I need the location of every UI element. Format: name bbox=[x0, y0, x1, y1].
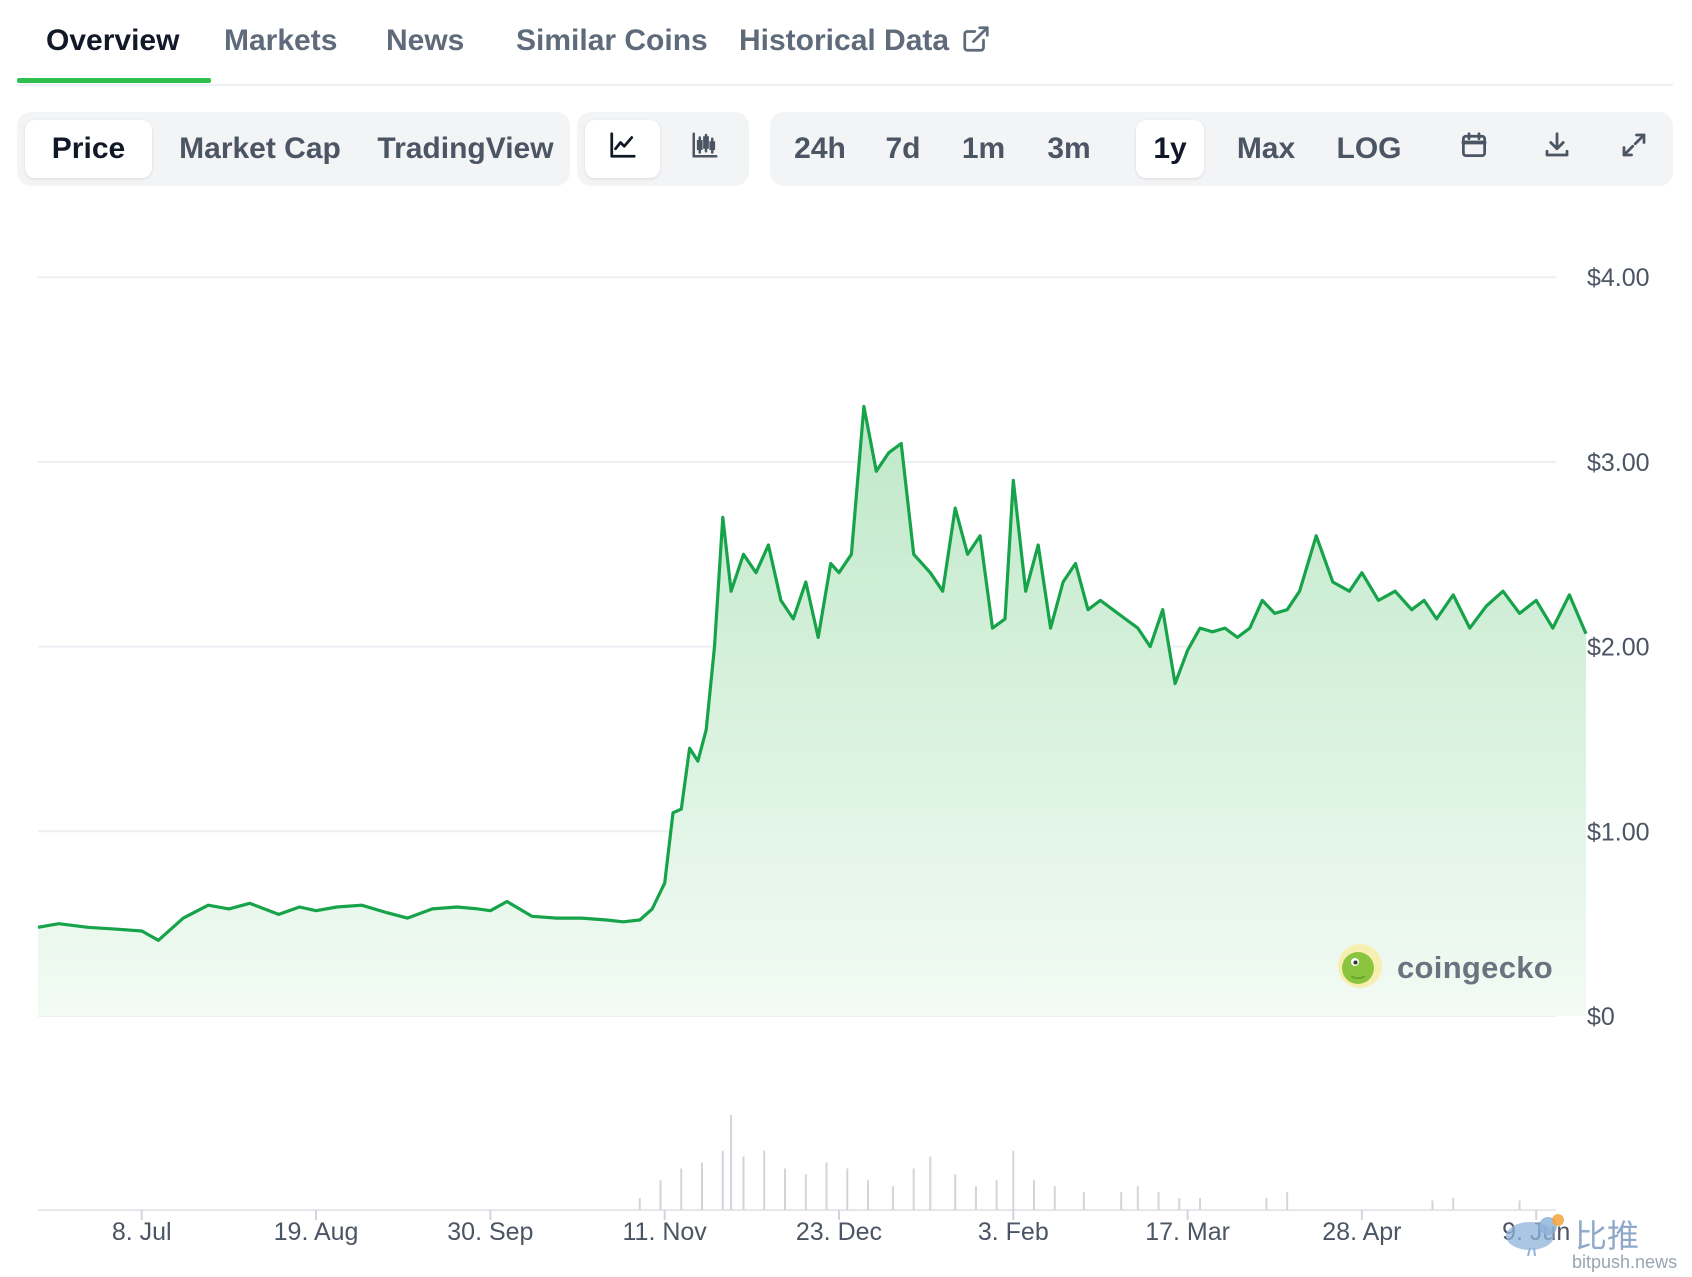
volume-bar bbox=[1178, 1198, 1181, 1210]
tradingview-tab-button[interactable]: TradingView bbox=[377, 132, 554, 165]
volume-bar bbox=[730, 1115, 733, 1210]
tab-historical-data[interactable]: Historical Data bbox=[739, 24, 991, 64]
tab-overview[interactable]: Overview bbox=[46, 24, 180, 57]
y-tick-label: $4.00 bbox=[1587, 264, 1650, 292]
volume-bar bbox=[1120, 1192, 1123, 1210]
tab-similar-coins[interactable]: Similar Coins bbox=[516, 24, 708, 57]
log-scale-button[interactable]: LOG bbox=[1336, 132, 1402, 165]
download-icon bbox=[1542, 130, 1572, 168]
volume-bar bbox=[954, 1174, 957, 1210]
metric-toggle-group: Price Market Cap TradingView bbox=[17, 112, 570, 186]
volume-bar bbox=[721, 1150, 724, 1210]
volume-bar bbox=[742, 1156, 745, 1210]
x-tick-label: 28. Apr bbox=[1322, 1218, 1401, 1246]
external-link-icon bbox=[961, 24, 991, 62]
volume-bar bbox=[1452, 1198, 1455, 1210]
volume-bar bbox=[701, 1162, 704, 1210]
x-tick-label: 3. Feb bbox=[978, 1218, 1049, 1246]
volume-bar bbox=[846, 1168, 849, 1210]
y-tick-label: $2.00 bbox=[1587, 634, 1650, 662]
volume-bar bbox=[804, 1174, 807, 1210]
y-tick-label: $0 bbox=[1587, 1003, 1615, 1031]
volume-bar bbox=[659, 1180, 662, 1210]
y-axis-labels: $0 $1.00 $2.00 $3.00 $4.00 bbox=[1587, 264, 1650, 1031]
x-tick-label: 8. Jul bbox=[112, 1218, 172, 1246]
volume-bar bbox=[891, 1186, 894, 1210]
y-tick-label: $1.00 bbox=[1587, 818, 1650, 846]
volume-bar bbox=[784, 1168, 787, 1210]
line-chart-icon bbox=[608, 130, 638, 168]
x-tick-label: 17. Mar bbox=[1145, 1218, 1230, 1246]
volume-bar bbox=[1157, 1192, 1160, 1210]
range-24h-button[interactable]: 24h bbox=[794, 132, 846, 165]
y-tick-label: $3.00 bbox=[1587, 449, 1650, 477]
x-tick-label: 30. Sep bbox=[447, 1218, 533, 1246]
calendar-icon bbox=[1459, 130, 1489, 168]
download-button[interactable] bbox=[1523, 120, 1591, 178]
volume-bar bbox=[1053, 1186, 1056, 1210]
tab-markets[interactable]: Markets bbox=[224, 24, 338, 57]
candlestick-chart-button[interactable] bbox=[667, 120, 742, 178]
range-1m-button[interactable]: 1m bbox=[961, 132, 1006, 165]
bitpush-bird-icon bbox=[1500, 1210, 1570, 1261]
volume-bar bbox=[1199, 1198, 1202, 1210]
volume-bar bbox=[974, 1186, 977, 1210]
volume-bar bbox=[825, 1162, 828, 1210]
fullscreen-icon bbox=[1619, 130, 1649, 168]
chart-type-group bbox=[577, 112, 749, 186]
range-3m-button[interactable]: 3m bbox=[1047, 132, 1091, 165]
volume-bar bbox=[1012, 1150, 1015, 1210]
price-tab-button[interactable]: Price bbox=[25, 120, 152, 178]
line-chart-button[interactable] bbox=[585, 120, 660, 178]
active-tab-underline bbox=[17, 78, 211, 83]
x-tick-label: 19. Aug bbox=[274, 1218, 359, 1246]
fullscreen-button[interactable] bbox=[1600, 120, 1668, 178]
volume-bar bbox=[763, 1150, 766, 1210]
x-tick-label: 11. Nov bbox=[623, 1218, 708, 1246]
range-1y-button[interactable]: 1y bbox=[1136, 120, 1204, 178]
volume-bar bbox=[680, 1168, 683, 1210]
volume-bar bbox=[1265, 1198, 1268, 1210]
tab-historical-data-label: Historical Data bbox=[739, 24, 950, 57]
market-cap-tab-button[interactable]: Market Cap bbox=[179, 132, 341, 165]
volume-bar bbox=[929, 1156, 932, 1210]
x-axis-labels: 8. Jul 19. Aug 30. Sep 11. Nov 23. Dec 3. Feb… bbox=[112, 1210, 1570, 1246]
coingecko-brand-text: coingecko bbox=[1397, 950, 1554, 985]
price-area-fill bbox=[38, 406, 1586, 1016]
range-7d-button[interactable]: 7d bbox=[885, 132, 921, 165]
price-line bbox=[37, 404, 1588, 942]
x-tick-label: 23. Dec bbox=[796, 1218, 882, 1246]
price-chart[interactable]: $0 $1.00 $2.00 $3.00 $4.00 8. Jul 19. Aug 30. … bbox=[0, 200, 1692, 1277]
volume-bar bbox=[912, 1168, 915, 1210]
time-range-group: 24h 7d 1m 3m 1y Max LOG bbox=[770, 112, 1673, 186]
candlestick-chart-icon bbox=[690, 130, 720, 168]
top-tab-bar: Overview Markets News Similar Coins Hist… bbox=[17, 0, 1673, 86]
date-range-button[interactable] bbox=[1440, 120, 1508, 178]
volume-bar bbox=[867, 1180, 870, 1210]
volume-bar bbox=[1431, 1200, 1434, 1210]
coingecko-logo-icon bbox=[1337, 943, 1383, 994]
volume-bar bbox=[995, 1180, 998, 1210]
bitpush-cn-text: 比推 bbox=[1575, 1217, 1640, 1255]
volume-bar bbox=[1518, 1200, 1521, 1210]
volume-bar bbox=[1082, 1192, 1085, 1210]
volume-bars bbox=[638, 1115, 1521, 1210]
volume-bar bbox=[1136, 1186, 1139, 1210]
volume-bar bbox=[638, 1198, 641, 1210]
bitpush-url-text: bitpush.news bbox=[1572, 1252, 1678, 1272]
volume-bar bbox=[1286, 1192, 1289, 1210]
volume-bar bbox=[1033, 1180, 1036, 1210]
tab-news[interactable]: News bbox=[386, 24, 465, 57]
range-max-button[interactable]: Max bbox=[1236, 132, 1296, 165]
coingecko-watermark: coingecko bbox=[1337, 942, 1553, 994]
